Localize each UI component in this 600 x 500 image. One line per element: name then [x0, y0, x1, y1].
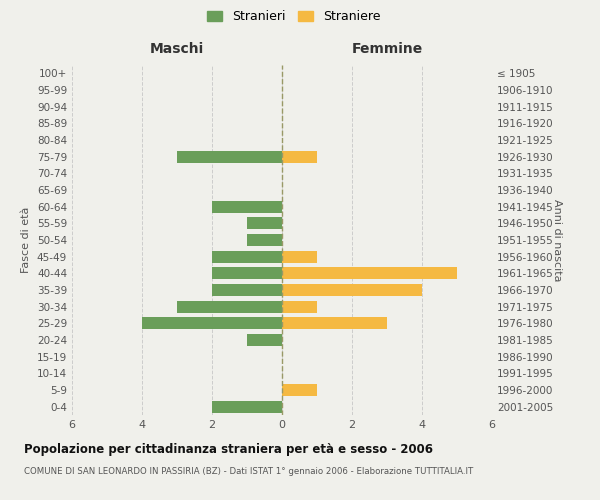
- Text: Femmine: Femmine: [352, 42, 422, 56]
- Bar: [247, 218, 282, 230]
- Bar: [282, 300, 317, 312]
- Legend: Stranieri, Straniere: Stranieri, Straniere: [203, 6, 385, 26]
- Bar: [247, 334, 282, 346]
- Text: Maschi: Maschi: [150, 42, 204, 56]
- Bar: [212, 250, 282, 262]
- Y-axis label: Anni di nascita: Anni di nascita: [552, 198, 562, 281]
- Bar: [282, 284, 422, 296]
- Bar: [212, 200, 282, 212]
- Bar: [212, 284, 282, 296]
- Bar: [282, 318, 387, 330]
- Text: COMUNE DI SAN LEONARDO IN PASSIRIA (BZ) - Dati ISTAT 1° gennaio 2006 - Elaborazi: COMUNE DI SAN LEONARDO IN PASSIRIA (BZ) …: [24, 468, 473, 476]
- Text: Popolazione per cittadinanza straniera per età e sesso - 2006: Popolazione per cittadinanza straniera p…: [24, 442, 433, 456]
- Bar: [177, 300, 282, 312]
- Bar: [282, 384, 317, 396]
- Bar: [282, 250, 317, 262]
- Bar: [212, 268, 282, 280]
- Y-axis label: Fasce di età: Fasce di età: [22, 207, 31, 273]
- Bar: [177, 150, 282, 162]
- Bar: [247, 234, 282, 246]
- Bar: [282, 150, 317, 162]
- Bar: [212, 400, 282, 412]
- Bar: [142, 318, 282, 330]
- Bar: [282, 268, 457, 280]
